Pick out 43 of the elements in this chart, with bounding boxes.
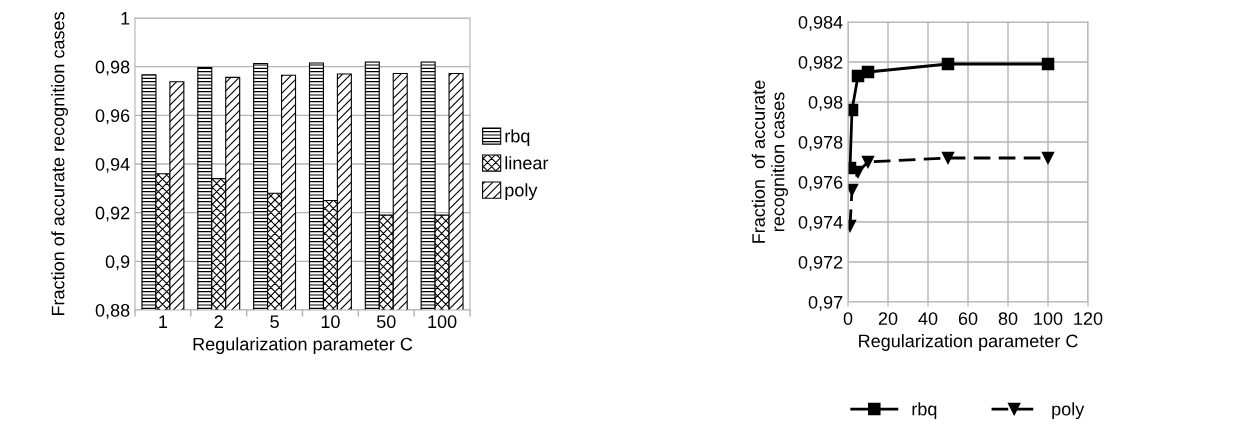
legend-label: rbq (912, 402, 937, 420)
legend-label: rbq (505, 129, 530, 146)
point (861, 155, 875, 169)
x-tick-label: 100 (428, 315, 457, 329)
x-tick-label: 2 (214, 315, 223, 328)
point (1041, 151, 1055, 165)
x-tick-label: 1 (159, 315, 168, 328)
y-tick-label: 1 (121, 12, 130, 25)
point (941, 57, 955, 71)
x-tick-label: 80 (998, 312, 1018, 325)
y-tick-label: 0,9 (105, 255, 130, 271)
x-tick-label: 10 (321, 315, 340, 329)
y-tick-label: 0,984 (798, 15, 843, 31)
point (1041, 57, 1055, 71)
point (941, 151, 955, 165)
y-tick-label: 0,972 (798, 255, 843, 271)
x-tick-label: 50 (376, 315, 396, 329)
y-axis-title: Fraction of accurate recognition cases (751, 80, 788, 243)
y-tick-label: 0,978 (798, 135, 843, 151)
y-tick-label: 0,982 (798, 55, 843, 71)
y-tick-label: 0,92 (95, 206, 130, 222)
legend-label: poly (505, 183, 538, 201)
x-axis-title: Regularization parameter C (859, 334, 1078, 351)
x-tick-label: 120 (1074, 312, 1103, 325)
x-tick-label: 40 (918, 312, 938, 325)
y-tick-label: 0,97 (808, 295, 843, 311)
y-tick-label: 0,88 (95, 303, 130, 319)
x-tick-label: 60 (958, 312, 978, 325)
x-axis-title: Regularization parameter C (193, 337, 413, 355)
x-tick-label: 0 (843, 312, 853, 325)
y-axis-title: Fraction of accurate recognition cases (51, 12, 68, 316)
y-tick-label: 0,98 (95, 60, 130, 76)
legend-label: linear (505, 156, 549, 170)
legend-label: poly (1052, 402, 1085, 420)
x-tick-label: 5 (270, 315, 279, 329)
y-tick-label: 0,974 (798, 215, 843, 231)
y-tick-label: 0,94 (95, 157, 130, 173)
x-tick-label: 20 (878, 312, 898, 325)
y-tick-label: 0,96 (95, 109, 130, 125)
y-tick-label: 0,98 (808, 95, 843, 111)
point (861, 65, 875, 79)
y-tick-label: 0,976 (798, 175, 843, 191)
x-tick-label: 100 (1034, 312, 1063, 325)
